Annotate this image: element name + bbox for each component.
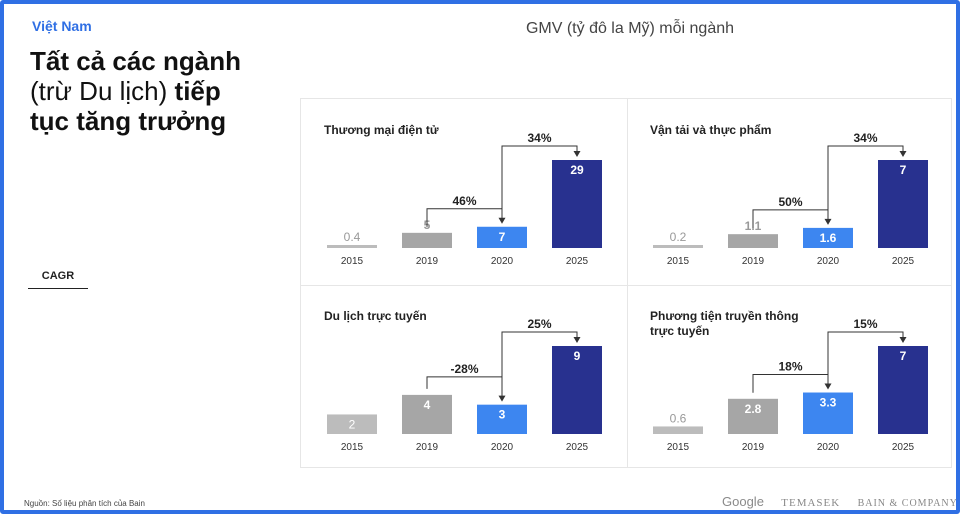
bar-2025 <box>878 160 928 248</box>
grid-divider-vertical <box>627 99 628 467</box>
value-label-2020: 3 <box>499 408 506 422</box>
tick-label-2020: 2020 <box>491 442 514 453</box>
cagr-label-2020-2025: 25% <box>527 317 551 331</box>
bain-logo: BAIN & COMPANY <box>857 498 958 509</box>
cagr-label-2019-2020: -28% <box>450 362 478 376</box>
bar-2015 <box>327 245 377 248</box>
tick-label-2019: 2019 <box>742 442 765 453</box>
value-label-2020: 7 <box>499 230 506 244</box>
value-label-2019: 4 <box>424 398 431 412</box>
tick-label-2025: 2025 <box>892 442 915 453</box>
cagr-connector-2020-2025 <box>827 145 904 224</box>
cagr-label-2019-2020: 50% <box>778 195 802 209</box>
cagr-connector-2020-2025 <box>501 145 578 223</box>
tick-label-2025: 2025 <box>566 256 589 267</box>
value-label-2015: 2 <box>349 417 356 431</box>
partner-logos: Google TEMASEK BAIN & COMPANY <box>722 494 960 509</box>
panel-title: Phương tiện truyền thông trực tuyến <box>650 309 799 338</box>
panel-grid <box>300 98 952 468</box>
bar-2019 <box>728 398 778 434</box>
country-label: Việt Nam <box>32 18 92 34</box>
tick-label-2019: 2019 <box>416 256 439 267</box>
bar-2020 <box>803 392 853 434</box>
bar-2020 <box>803 227 853 248</box>
panel-title: Vận tải và thực phẩm <box>650 123 771 137</box>
grid-divider-horizontal <box>301 285 951 286</box>
cagr-label-2019-2020: 46% <box>452 194 476 208</box>
temasek-logo: TEMASEK <box>781 497 841 509</box>
tick-label-2019: 2019 <box>742 256 765 267</box>
bar-2015 <box>327 414 377 434</box>
tick-label-2015: 2015 <box>341 256 364 267</box>
cagr-label-2019-2020: 18% <box>778 360 802 374</box>
headline: Tất cả các ngành (trừ Du lịch) tiếp tục … <box>30 46 260 136</box>
bar-2019 <box>402 394 452 434</box>
tick-label-2025: 2025 <box>566 442 589 453</box>
cagr-label-2020-2025: 34% <box>853 131 877 145</box>
chart-panel-transport-food: Vận tải và thực phẩm0.220151.120191.6202… <box>650 123 928 267</box>
bar-2020 <box>477 404 527 434</box>
chart-panel-ecommerce: Thương mại điện tử0.42015520197202029202… <box>324 123 602 267</box>
value-label-2025: 7 <box>900 163 907 177</box>
panel-title: Thương mại điện tử <box>324 123 439 137</box>
tick-label-2020: 2020 <box>817 442 840 453</box>
value-label-2019: 2.8 <box>745 402 762 416</box>
bar-2025 <box>552 346 602 434</box>
google-logo: Google <box>722 494 764 509</box>
cagr-arrowhead-2020-2025 <box>573 151 581 157</box>
value-label-2020: 3.3 <box>820 396 837 410</box>
tick-label-2019: 2019 <box>416 442 439 453</box>
cagr-arrowhead-2020-2025 <box>573 337 581 343</box>
cagr-connector-2019-2020 <box>752 374 829 393</box>
headline-part-1: Tất cả các ngành <box>30 46 241 76</box>
bar-2019 <box>728 234 778 248</box>
cagr-connector-2019-2020 <box>752 209 829 229</box>
cagr-arrowhead-2020-2025 <box>899 151 907 157</box>
bar-2015 <box>653 245 703 248</box>
value-label-2025: 9 <box>574 349 581 363</box>
chart-panel-online-travel: Du lịch trực tuyến 2 2015 4 2019 3 2020 9 2025 -2… <box>324 309 602 453</box>
cagr-connector-2020-2025 <box>501 331 578 401</box>
tick-label-2015: 2015 <box>341 442 364 453</box>
value-label-2015: 0.4 <box>344 230 361 244</box>
value-label-2015: 0.2 <box>670 230 687 244</box>
value-label-2025: 29 <box>570 163 584 177</box>
bar-2025 <box>552 160 602 248</box>
cagr-label-2020-2025: 15% <box>853 317 877 331</box>
value-label-2025: 7 <box>900 349 907 363</box>
cagr-label: CAGR <box>28 270 88 289</box>
cagr-connector-2020-2025 <box>827 331 904 389</box>
panel-title: Du lịch trực tuyến <box>324 309 427 323</box>
source-note: Nguồn: Số liệu phân tích của Bain <box>24 499 145 508</box>
bar-2015 <box>653 426 703 434</box>
bar-2020 <box>477 226 527 248</box>
tick-label-2020: 2020 <box>817 256 840 267</box>
headline-part-2: (trừ Du lịch) <box>30 76 168 106</box>
bar-2025 <box>878 346 928 434</box>
cagr-connector-2019-2020 <box>426 208 503 227</box>
cagr-arrowhead-2020-2025 <box>899 337 907 343</box>
tick-label-2020: 2020 <box>491 256 514 267</box>
chart-panel-online-media: Phương tiện truyền thông trực tuyến 0.6 201… <box>650 309 928 453</box>
value-label-2020: 1.6 <box>820 231 837 245</box>
headline-part-3: tiếp tục tăng trưởng <box>30 76 227 136</box>
chart-title: GMV (tỷ đô la Mỹ) mỗi ngành <box>525 20 735 37</box>
tick-label-2025: 2025 <box>892 256 915 267</box>
value-label-2015: 0.6 <box>670 411 687 425</box>
cagr-label-2020-2025: 34% <box>527 131 551 145</box>
bar-2019 <box>402 232 452 248</box>
tick-label-2015: 2015 <box>667 442 690 453</box>
tick-label-2015: 2015 <box>667 256 690 267</box>
